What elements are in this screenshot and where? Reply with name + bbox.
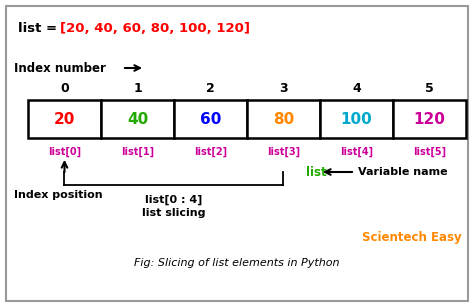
Bar [174,100,247,138]
Text: Index number: Index number [14,61,106,75]
Text: 0: 0 [60,81,69,95]
Text: 120: 120 [413,111,446,126]
Text: Scientech Easy: Scientech Easy [363,231,462,244]
Bar [247,100,320,138]
Text: list =: list = [18,21,62,34]
Text: 40: 40 [127,111,148,126]
Text: 1: 1 [133,81,142,95]
Text: 60: 60 [200,111,221,126]
Bar [393,100,466,138]
Text: 5: 5 [425,81,434,95]
Text: Index position: Index position [14,190,103,200]
Bar [101,100,174,138]
Text: list[2]: list[2] [194,147,227,157]
Text: list: list [306,165,327,178]
Text: list[4]: list[4] [340,147,373,157]
Text: [20, 40, 60, 80, 100, 120]: [20, 40, 60, 80, 100, 120] [60,21,250,34]
Text: 80: 80 [273,111,294,126]
Text: 2: 2 [206,81,215,95]
Text: 4: 4 [352,81,361,95]
Text: list[0 : 4]: list[0 : 4] [146,195,203,205]
Text: 20: 20 [54,111,75,126]
Text: 100: 100 [341,111,373,126]
Bar [320,100,393,138]
Text: 3: 3 [279,81,288,95]
Text: list[0]: list[0] [48,147,81,157]
Text: Fig: Slicing of list elements in Python: Fig: Slicing of list elements in Python [134,258,340,268]
Text: list[3]: list[3] [267,147,300,157]
Text: list[5]: list[5] [413,147,446,157]
Bar [28,100,101,138]
Text: list slicing: list slicing [142,208,206,218]
FancyBboxPatch shape [6,6,468,301]
Text: list[1]: list[1] [121,147,154,157]
Text: Variable name: Variable name [358,167,447,177]
